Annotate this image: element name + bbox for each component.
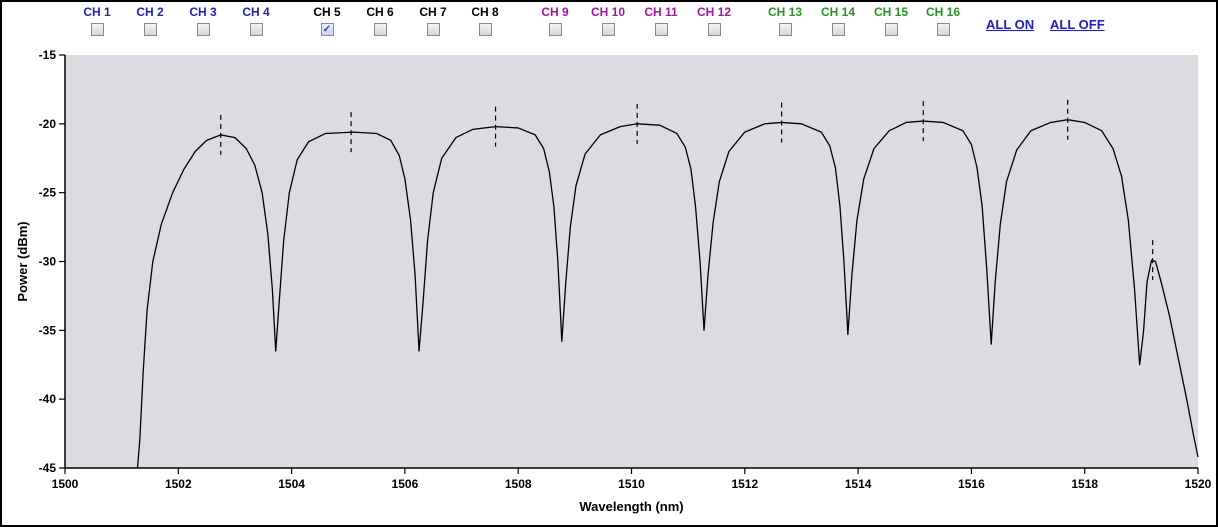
channel-label: CH 9 [541,5,569,19]
y-tick-label: -30 [39,255,57,269]
x-tick-label: 1508 [505,477,532,491]
x-tick-label: 1504 [278,477,305,491]
channel-checkbox[interactable] [831,23,845,36]
y-tick-label: -45 [39,461,57,475]
x-axis-label: Wavelength (nm) [579,499,683,514]
x-tick-label: 1502 [165,477,192,491]
y-tick-label: -15 [39,48,57,62]
channel-7-toggle[interactable]: CH 7 [408,6,458,36]
x-tick-label: 1518 [1071,477,1098,491]
channel-8-toggle[interactable]: CH 8 [460,6,510,36]
channel-10-toggle[interactable]: CH 10 [583,6,633,36]
channel-checkbox[interactable] [249,23,263,36]
channel-label: CH 8 [471,5,499,19]
channel-toolbar: CH 1 CH 2 CH 3 CH 4 CH 5 ✓ CH 6 CH 7 CH 8 CH 9 CH … [0,0,1218,46]
channel-16-toggle[interactable]: CH 16 [918,6,968,36]
channel-label: CH 11 [644,5,678,19]
channel-14-toggle[interactable]: CH 14 [813,6,863,36]
channel-label: CH 7 [419,5,447,19]
spectrum-line [136,119,1199,469]
x-tick-label: 1500 [52,477,79,491]
channel-label: CH 1 [83,5,111,19]
x-tick-label: 1506 [392,477,419,491]
channel-checkbox[interactable] [601,23,615,36]
channel-checkbox[interactable] [778,23,792,36]
channel-9-toggle[interactable]: CH 9 [530,6,580,36]
checkmark-icon[interactable]: ✓ [320,23,334,36]
y-tick-label: -25 [39,186,57,200]
channel-checkbox[interactable] [936,23,950,36]
channel-label: CH 12 [696,5,731,19]
channel-11-toggle[interactable]: CH 11 [636,6,686,36]
channel-12-toggle[interactable]: CH 12 [689,6,739,36]
x-tick-label: 1514 [845,477,872,491]
y-tick-label: -35 [39,323,57,337]
channel-checkbox[interactable] [143,23,157,36]
channel-checkbox[interactable] [478,23,492,36]
channel-6-toggle[interactable]: CH 6 [355,6,405,36]
all-on-link[interactable]: ALL ON [986,17,1035,32]
channel-checkbox[interactable] [654,23,668,36]
channel-4-toggle[interactable]: CH 4 [231,6,281,36]
channel-3-toggle[interactable]: CH 3 [178,6,228,36]
y-tick-label: -40 [39,392,57,406]
channel-label: CH 3 [189,5,217,19]
channel-15-toggle[interactable]: CH 15 [866,6,916,36]
channel-checkbox[interactable] [884,23,898,36]
channel-checkbox[interactable] [373,23,387,36]
x-tick-label: 1516 [958,477,985,491]
x-tick-label: 1512 [731,477,758,491]
y-tick-label: -20 [39,117,57,131]
channel-label: CH 6 [366,5,394,19]
channel-checkbox[interactable] [90,23,104,36]
channel-checkbox[interactable] [707,23,721,36]
channel-label: CH 4 [242,5,270,19]
plot-area [65,55,1198,468]
axes: 1500 1502 1504 1506 1508 1510 1512 1514 1516 1518… [39,48,1212,491]
all-off-link[interactable]: ALL OFF [1050,17,1105,32]
channel-label: CH 14 [820,5,855,19]
channel-label: CH 2 [136,5,164,19]
channel-label: CH 5 [313,5,341,19]
channel-label: CH 15 [873,5,908,19]
channel-label: CH 10 [590,5,625,19]
channel-checkbox[interactable] [196,23,210,36]
channel-5-toggle[interactable]: CH 5 ✓ [302,6,352,36]
channel-label: CH 13 [767,5,802,19]
channel-1-toggle[interactable]: CH 1 [72,6,122,36]
channel-checkbox[interactable] [426,23,440,36]
channel-13-toggle[interactable]: CH 13 [760,6,810,36]
channel-label: CH 16 [925,5,960,19]
x-tick-label: 1520 [1185,477,1212,491]
x-tick-label: 1510 [618,477,645,491]
channel-2-toggle[interactable]: CH 2 [125,6,175,36]
y-axis-label: Power (dBm) [15,221,30,301]
channel-checkbox[interactable] [548,23,562,36]
